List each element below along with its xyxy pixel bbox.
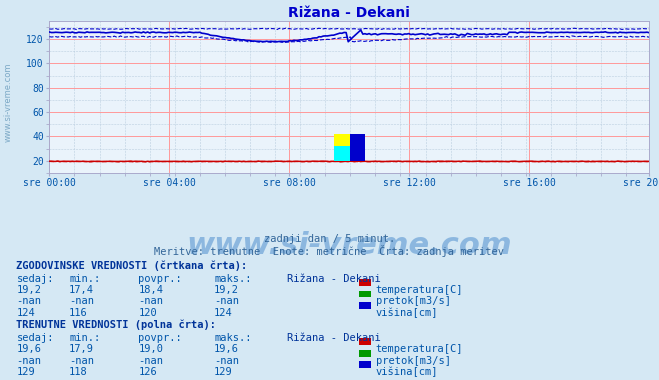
Text: -nan: -nan: [138, 356, 163, 366]
Text: 17,4: 17,4: [69, 285, 94, 295]
Text: ZGODOVINSKE VREDNOSTI (črtkana črta):: ZGODOVINSKE VREDNOSTI (črtkana črta):: [16, 260, 248, 271]
Text: 126: 126: [138, 367, 157, 377]
Text: 19,6: 19,6: [214, 344, 239, 354]
Text: 124: 124: [16, 308, 35, 318]
Text: temperatura[C]: temperatura[C]: [376, 285, 463, 295]
Text: -nan: -nan: [214, 296, 239, 306]
Text: 19,2: 19,2: [16, 285, 42, 295]
Bar: [333, 134, 351, 161]
Text: maks.:: maks.:: [214, 333, 252, 343]
Text: 118: 118: [69, 367, 88, 377]
Title: Rižana - Dekani: Rižana - Dekani: [289, 6, 410, 20]
Text: www.si-vreme.com: www.si-vreme.com: [3, 63, 13, 142]
Text: sedaj:: sedaj:: [16, 333, 54, 343]
Text: Rižana - Dekani: Rižana - Dekani: [287, 274, 380, 283]
Text: sedaj:: sedaj:: [16, 274, 54, 283]
Text: 120: 120: [138, 308, 157, 318]
Text: 19,2: 19,2: [214, 285, 239, 295]
Text: Meritve: trenutne  Enote: metrične  Črta: zadnja meritev: Meritve: trenutne Enote: metrične Črta: …: [154, 245, 505, 257]
Text: višina[cm]: višina[cm]: [376, 308, 438, 318]
Text: maks.:: maks.:: [214, 274, 252, 283]
Text: pretok[m3/s]: pretok[m3/s]: [376, 356, 451, 366]
Text: -nan: -nan: [69, 356, 94, 366]
Text: 129: 129: [214, 367, 233, 377]
Text: -nan: -nan: [69, 296, 94, 306]
Text: povpr.:: povpr.:: [138, 333, 182, 343]
Bar: [333, 146, 351, 161]
Text: 129: 129: [16, 367, 35, 377]
Text: zadnji dan / 5 minut.: zadnji dan / 5 minut.: [264, 234, 395, 244]
Text: www.si-vreme.com: www.si-vreme.com: [186, 231, 512, 260]
Text: min.:: min.:: [69, 274, 100, 283]
Text: Rižana - Dekani: Rižana - Dekani: [287, 333, 380, 343]
Text: 17,9: 17,9: [69, 344, 94, 354]
Text: 124: 124: [214, 308, 233, 318]
Text: -nan: -nan: [16, 356, 42, 366]
Text: -nan: -nan: [138, 296, 163, 306]
Text: 116: 116: [69, 308, 88, 318]
Text: -nan: -nan: [16, 296, 42, 306]
Text: min.:: min.:: [69, 333, 100, 343]
Text: višina[cm]: višina[cm]: [376, 367, 438, 377]
Text: -nan: -nan: [214, 356, 239, 366]
Bar: [351, 134, 365, 161]
Text: temperatura[C]: temperatura[C]: [376, 344, 463, 354]
Text: 18,4: 18,4: [138, 285, 163, 295]
Text: TRENUTNE VREDNOSTI (polna črta):: TRENUTNE VREDNOSTI (polna črta):: [16, 320, 216, 331]
Text: 19,6: 19,6: [16, 344, 42, 354]
Text: povpr.:: povpr.:: [138, 274, 182, 283]
Text: pretok[m3/s]: pretok[m3/s]: [376, 296, 451, 306]
Text: 19,0: 19,0: [138, 344, 163, 354]
